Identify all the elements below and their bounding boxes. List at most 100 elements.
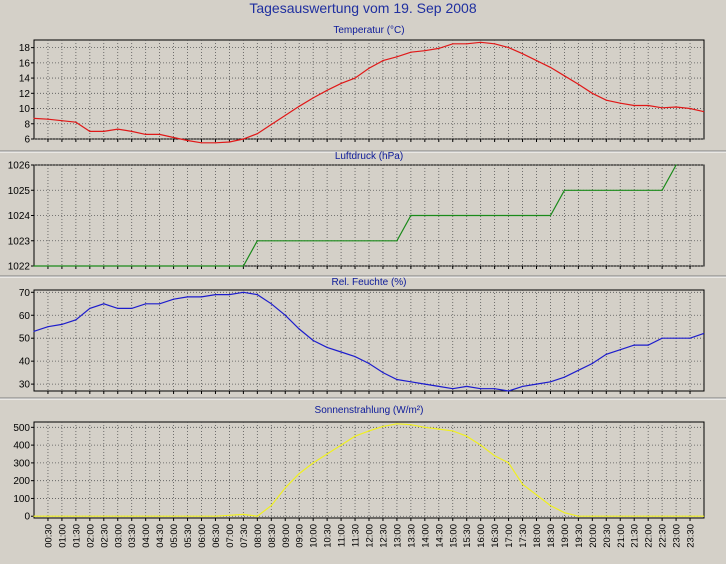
data-point (494, 43, 496, 45)
data-point (410, 424, 412, 426)
data-point (326, 453, 328, 455)
data-point (563, 189, 566, 191)
data-point (508, 462, 510, 464)
data-point (256, 240, 258, 242)
data-point (396, 56, 398, 58)
data-point (591, 362, 593, 365)
data-point (563, 75, 566, 77)
data-point (75, 121, 77, 123)
data-point (382, 425, 384, 427)
series-line-4 (34, 423, 704, 517)
data-point (549, 214, 552, 217)
x-tick-label: 07:30 (239, 524, 250, 548)
data-point (424, 50, 426, 52)
x-tick-label: 15:00 (448, 524, 459, 548)
data-point (354, 356, 356, 358)
data-point (619, 349, 621, 351)
data-point (619, 102, 621, 104)
x-tick-label: 11:00 (337, 524, 348, 547)
data-point (103, 130, 105, 132)
x-tick-label: 17:30 (518, 524, 529, 548)
data-point (549, 505, 552, 507)
y-tick-label: 1026 (8, 161, 31, 172)
x-tick-label: 23:30 (686, 524, 697, 548)
x-tick-label: 16:30 (490, 524, 501, 548)
data-point (186, 296, 189, 298)
data-point (661, 107, 663, 109)
data-point (354, 77, 356, 79)
data-point (689, 337, 691, 339)
x-tick-label: 13:30 (406, 524, 417, 548)
data-point (577, 369, 580, 371)
data-point (424, 383, 426, 385)
panel-title: Luftdruck (hPa) (335, 151, 403, 162)
data-point (340, 351, 342, 353)
x-tick-label: 10:00 (309, 524, 320, 548)
data-point (661, 337, 663, 339)
data-point (61, 323, 63, 325)
x-tick-label: 12:00 (365, 524, 376, 548)
data-point (605, 99, 607, 101)
x-tick-label: 21:30 (630, 524, 641, 548)
x-tick-label: 01:00 (57, 524, 68, 548)
data-point (312, 462, 314, 464)
data-point (368, 362, 370, 365)
data-point (410, 51, 412, 53)
data-point (270, 123, 272, 126)
x-tick-label: 09:30 (295, 524, 306, 548)
y-tick-label: 50 (19, 334, 31, 345)
x-tick-label: 19:30 (574, 524, 585, 548)
x-tick-label: 20:00 (588, 524, 599, 548)
y-tick-label: 60 (19, 311, 31, 322)
x-tick-label: 04:30 (155, 524, 166, 548)
x-tick-label: 00:30 (43, 524, 54, 548)
data-point (340, 82, 342, 84)
data-point (410, 214, 412, 217)
panel-title: Rel. Feuchte (%) (331, 277, 406, 288)
data-point (521, 53, 524, 55)
data-point (577, 83, 580, 85)
data-point (535, 60, 538, 62)
data-point (591, 92, 593, 94)
x-tick-label: 08:00 (253, 524, 264, 548)
y-tick-label: 70 (19, 288, 31, 299)
data-point (228, 514, 230, 516)
data-point (535, 383, 538, 385)
data-point (577, 515, 580, 517)
y-tick-label: 500 (13, 423, 30, 434)
y-tick-label: 10 (19, 104, 31, 115)
x-tick-label: 16:00 (476, 524, 487, 548)
data-point (200, 142, 203, 144)
data-point (228, 141, 230, 143)
x-tick-label: 13:00 (392, 524, 403, 548)
data-point (242, 291, 244, 293)
y-tick-label: 1024 (8, 211, 31, 222)
x-tick-label: 01:30 (71, 524, 82, 548)
data-point (186, 139, 189, 142)
x-tick-label: 23:00 (672, 524, 683, 548)
x-tick-label: 11:30 (351, 524, 362, 547)
data-point (452, 43, 454, 45)
y-tick-label: 16 (19, 58, 31, 69)
x-tick-label: 06:30 (211, 524, 222, 548)
data-point (702, 515, 705, 517)
data-point (535, 494, 538, 496)
x-tick-label: 03:30 (127, 524, 138, 548)
data-point (33, 117, 35, 119)
data-point (494, 388, 496, 390)
y-tick-label: 40 (19, 357, 31, 368)
data-point (47, 118, 49, 120)
page-title: Tagesauswertung vom 19. Sep 2008 (249, 0, 477, 16)
x-tick-label: 22:30 (658, 524, 669, 548)
data-point (480, 41, 482, 43)
data-point (689, 107, 691, 110)
data-point (452, 430, 454, 432)
data-point (466, 385, 468, 387)
data-point (438, 428, 440, 430)
data-point (326, 89, 328, 91)
y-tick-label: 1025 (8, 186, 31, 197)
x-tick-label: 15:30 (462, 524, 473, 548)
plot-area-1 (33, 39, 705, 140)
data-point (633, 344, 635, 346)
data-point (145, 133, 147, 135)
